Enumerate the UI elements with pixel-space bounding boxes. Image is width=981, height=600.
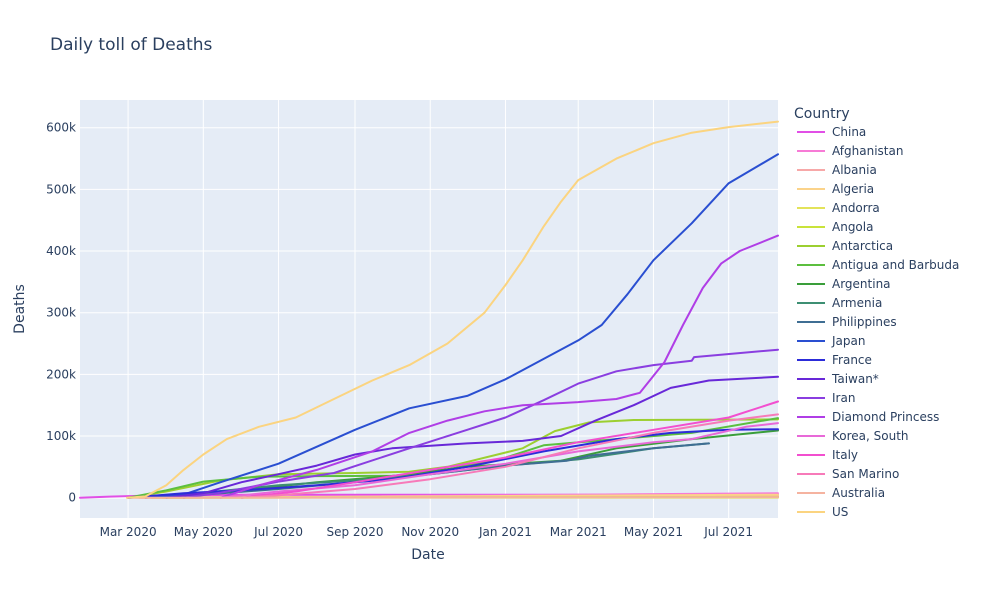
y-tick-label: 0 — [68, 491, 76, 505]
legend-label: Korea, South — [832, 429, 909, 443]
legend-items[interactable]: China Afghanistan Albania Algeria Andorra Ang… — [797, 125, 959, 519]
legend-item[interactable]: Afghanistan — [797, 144, 903, 158]
x-axis-ticks: Mar 2020 May 2020 Jul 2020 Sep 2020 Nov 2020… — [100, 525, 753, 539]
x-tick-label: Nov 2020 — [401, 525, 459, 539]
y-tick-label: 600k — [46, 121, 76, 135]
legend-item[interactable]: Italy — [797, 448, 858, 462]
legend-item[interactable]: Antarctica — [797, 239, 893, 253]
legend-label: Philippines — [832, 315, 897, 329]
legend-label: Argentina — [832, 277, 891, 291]
legend-item[interactable]: Antigua and Barbuda — [797, 258, 959, 272]
legend-item[interactable]: Taiwan* — [797, 372, 879, 386]
x-axis-title: Date — [411, 547, 444, 563]
y-tick-label: 200k — [46, 367, 76, 381]
series-line — [240, 400, 779, 499]
series-line — [240, 413, 779, 499]
legend-item[interactable]: Algeria — [797, 182, 874, 196]
legend-title: Country — [794, 106, 850, 122]
series-line — [127, 496, 779, 499]
legend-label: Taiwan* — [831, 372, 879, 386]
series-line — [182, 348, 779, 499]
legend-label: Angola — [832, 220, 873, 234]
series-lines — [79, 120, 779, 499]
y-tick-label: 100k — [46, 429, 76, 443]
legend-label: Italy — [832, 448, 858, 462]
y-axis-title: Deaths — [12, 284, 28, 334]
chart-title: Daily toll of Deaths — [50, 35, 213, 55]
series-line — [144, 153, 779, 499]
legend-item[interactable]: Diamond Princess — [797, 410, 939, 424]
x-tick-label: May 2021 — [624, 525, 683, 539]
y-tick-label: 400k — [46, 244, 76, 258]
x-tick-label: May 2020 — [174, 525, 233, 539]
legend-label: Antigua and Barbuda — [832, 258, 959, 272]
series-line — [127, 428, 779, 499]
y-tick-label: 500k — [46, 182, 76, 196]
legend-item[interactable]: Australia — [797, 486, 885, 500]
legend-item[interactable]: France — [797, 353, 872, 367]
legend-label: US — [832, 505, 848, 519]
legend-label: Algeria — [832, 182, 874, 196]
x-tick-label: Mar 2020 — [100, 525, 157, 539]
legend-label: Antarctica — [832, 239, 893, 253]
legend-item[interactable]: Armenia — [797, 296, 882, 310]
series-line — [219, 234, 779, 499]
legend-item[interactable]: China — [797, 125, 866, 139]
legend-label: Diamond Princess — [832, 410, 939, 424]
legend-item[interactable]: Argentina — [797, 277, 891, 291]
plot-background — [80, 100, 778, 518]
legend-label: Afghanistan — [832, 144, 903, 158]
legend-item[interactable]: Iran — [797, 391, 855, 405]
legend[interactable]: Country China Afghanistan Albania Algeria An… — [794, 106, 959, 519]
x-tick-label: Jul 2021 — [703, 525, 753, 539]
legend-label: Iran — [832, 391, 855, 405]
legend-label: Japan — [831, 334, 865, 348]
legend-item[interactable]: Philippines — [797, 315, 897, 329]
legend-item[interactable]: Angola — [797, 220, 873, 234]
y-tick-label: 300k — [46, 306, 76, 320]
x-tick-label: Jan 2021 — [478, 525, 532, 539]
legend-label: San Marino — [832, 467, 899, 481]
legend-label: Australia — [832, 486, 885, 500]
legend-label: Andorra — [832, 201, 880, 215]
y-axis-ticks: 0 100k 200k 300k 400k 500k 600k — [46, 121, 76, 505]
legend-item[interactable]: US — [797, 505, 848, 519]
series-line — [165, 375, 779, 499]
legend-item[interactable]: San Marino — [797, 467, 899, 481]
legend-item[interactable]: Korea, South — [797, 429, 909, 443]
legend-label: France — [832, 353, 872, 367]
legend-item[interactable]: Andorra — [797, 201, 880, 215]
legend-label: Albania — [832, 163, 877, 177]
legend-item[interactable]: Japan — [797, 334, 865, 348]
x-tick-label: Sep 2020 — [327, 525, 384, 539]
x-tick-label: Mar 2021 — [550, 525, 607, 539]
series-line — [125, 120, 779, 499]
legend-item[interactable]: Albania — [797, 163, 877, 177]
x-tick-label: Jul 2020 — [253, 525, 303, 539]
legend-label: China — [832, 125, 866, 139]
legend-label: Armenia — [832, 296, 882, 310]
